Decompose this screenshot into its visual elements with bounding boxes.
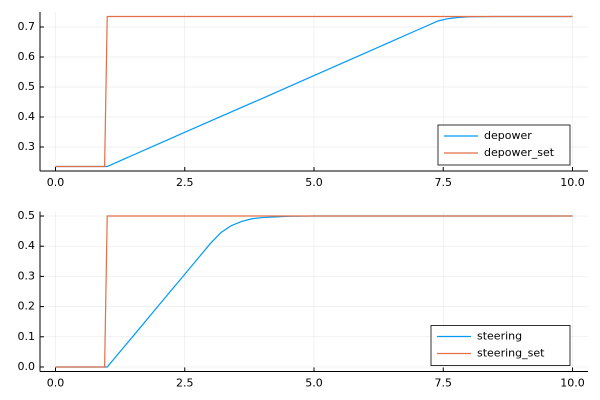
x-tick-label: 7.5 — [434, 176, 452, 189]
legend-label: depower — [484, 129, 532, 142]
legend-label: steering — [477, 330, 522, 343]
x-tick-label: 0.0 — [47, 377, 65, 390]
x-tick-label: 2.5 — [176, 176, 194, 189]
x-tick-label: 5.0 — [305, 176, 323, 189]
series-line — [55, 15, 573, 168]
x-tick-label: 7.5 — [434, 377, 452, 390]
x-tick-label: 10.0 — [560, 377, 585, 390]
y-tick-label: 0.6 — [18, 50, 36, 63]
y-tick-label: 0.5 — [18, 80, 36, 93]
y-tick-label: 0.3 — [18, 269, 36, 282]
series-line — [55, 215, 573, 368]
y-tick-label: 0.4 — [18, 110, 36, 123]
y-tick-label: 0.7 — [18, 20, 36, 33]
x-tick-label: 5.0 — [305, 377, 323, 390]
x-tick-label: 2.5 — [176, 377, 194, 390]
x-tick-label: 0.0 — [47, 176, 65, 189]
series-line — [55, 215, 573, 368]
x-tick-label: 10.0 — [560, 176, 585, 189]
legend-label: depower_set — [484, 146, 555, 159]
legend-box — [430, 325, 571, 366]
y-tick-label: 0.5 — [18, 209, 36, 222]
y-tick-label: 0.2 — [18, 300, 36, 313]
y-tick-label: 0.0 — [18, 360, 36, 373]
legend-label: steering_set — [477, 347, 545, 360]
y-tick-label: 0.3 — [18, 140, 36, 153]
y-tick-label: 0.4 — [18, 239, 36, 252]
y-tick-label: 0.1 — [18, 330, 36, 343]
legend-box — [437, 124, 571, 166]
